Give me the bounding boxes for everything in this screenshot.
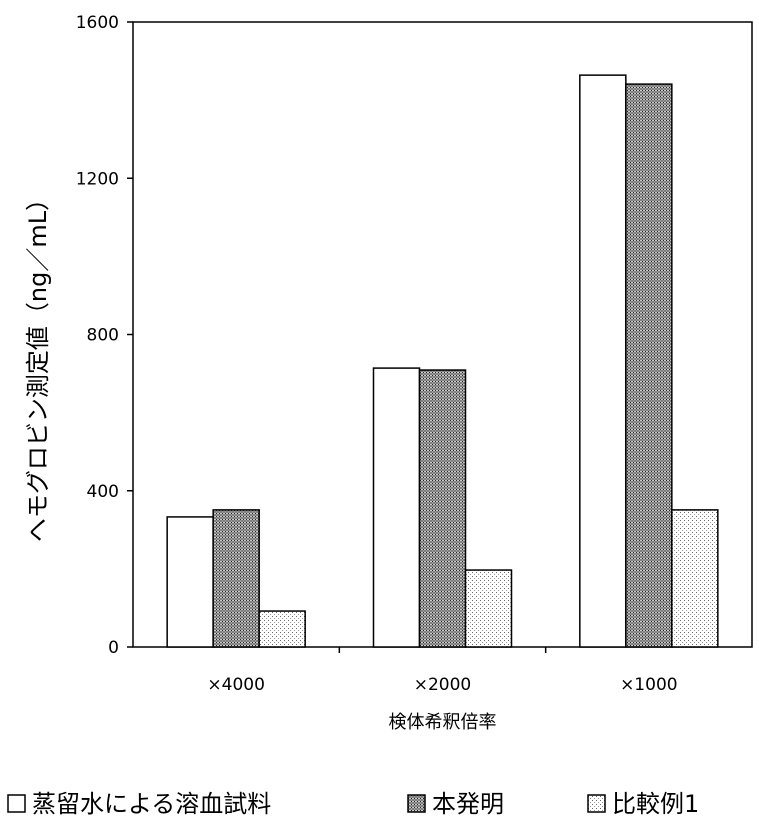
legend-swatch	[408, 795, 425, 812]
bar	[167, 517, 213, 647]
bar	[626, 84, 672, 647]
bar	[259, 611, 305, 647]
x-tick-label: ×4000	[207, 675, 265, 695]
bar-chart: 0 400 800 1200 1600 ×4000 ×2000 ×1000 検体希釈倍率 ヘモグロ…	[0, 0, 759, 824]
legend-swatch	[588, 795, 605, 812]
y-tick-label: 400	[87, 482, 119, 502]
legend-swatch	[8, 795, 25, 812]
y-tick-label: 0	[108, 638, 119, 658]
bar	[213, 510, 259, 647]
bar	[466, 570, 512, 647]
x-axis-label: 検体希釈倍率	[389, 712, 497, 733]
y-tick-label: 1200	[76, 169, 119, 189]
y-tick-label: 1600	[76, 13, 119, 33]
bar	[672, 510, 718, 647]
y-tick-label: 800	[87, 326, 119, 346]
legend-label: 蒸留水による溶血試料	[32, 790, 271, 818]
x-tick-label: ×2000	[414, 675, 472, 695]
legend-label: 本発明	[432, 790, 504, 818]
bar	[374, 368, 420, 647]
y-axis-label: ヘモグロビン測定値（ng／mL）	[24, 187, 52, 542]
bar	[420, 370, 466, 647]
x-tick-label: ×1000	[620, 675, 678, 695]
bar	[580, 75, 626, 647]
legend-label: 比較例1	[612, 790, 699, 818]
